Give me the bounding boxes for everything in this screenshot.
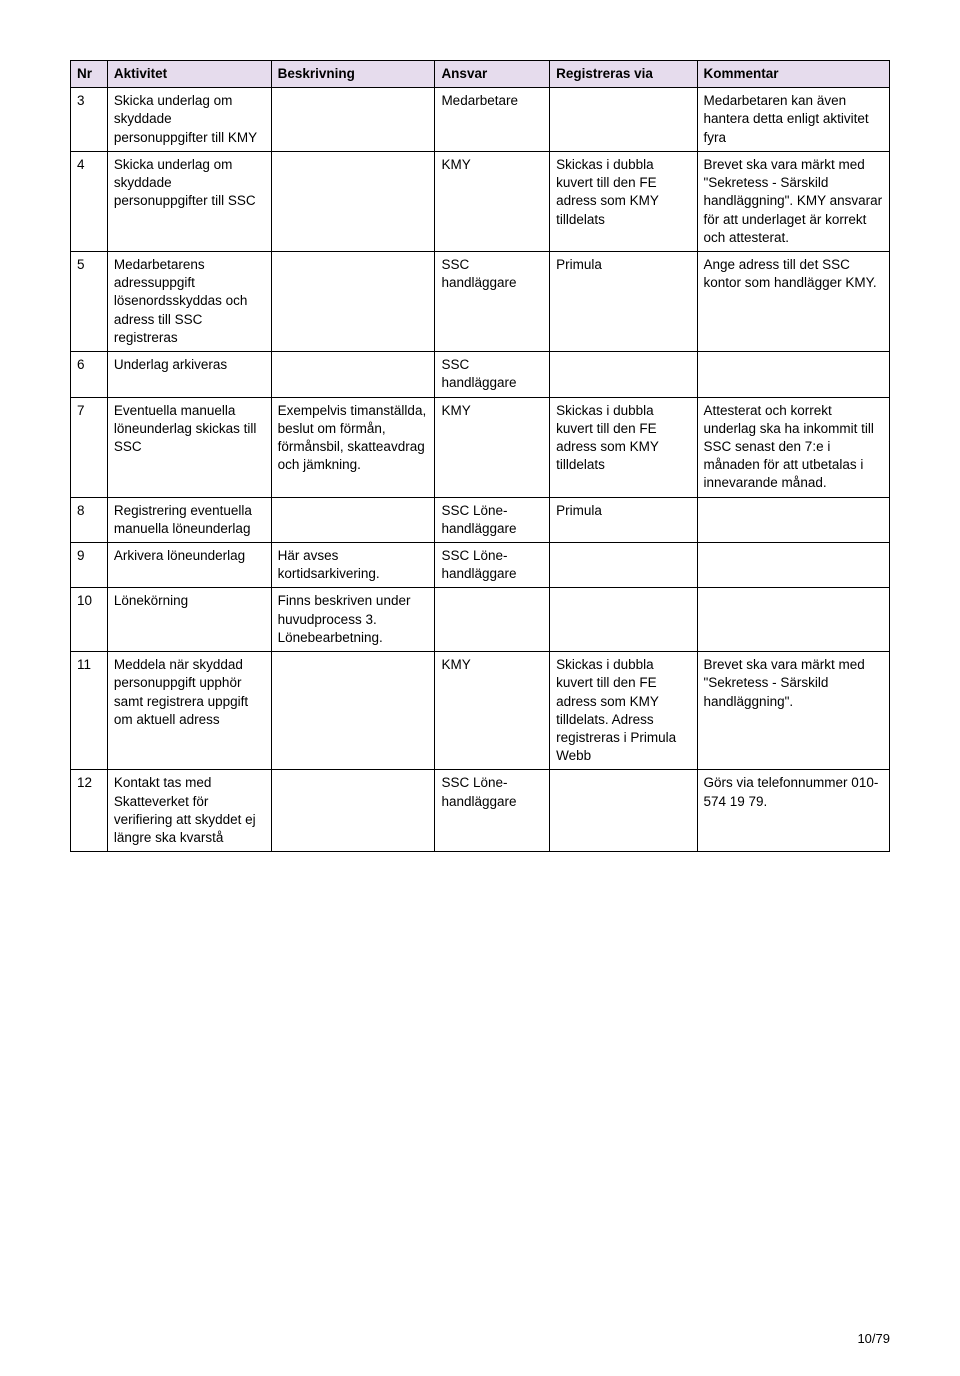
header-nr: Nr	[71, 61, 108, 88]
table-row: 3 Skicka underlag om skyddade personuppg…	[71, 88, 890, 152]
cell-nr: 6	[71, 352, 108, 397]
cell-nr: 3	[71, 88, 108, 152]
table-row: 10 Lönekörning Finns beskriven under huv…	[71, 588, 890, 652]
cell-aktivitet: Kontakt tas med Skatteverket för verifie…	[107, 770, 271, 852]
cell-beskrivning: Exempelvis timanställda, beslut om förmå…	[271, 397, 435, 497]
header-beskrivning: Beskrivning	[271, 61, 435, 88]
cell-beskrivning	[271, 770, 435, 852]
header-registreras: Registreras via	[550, 61, 697, 88]
table-row: 11 Meddela när skyddad personuppgift upp…	[71, 652, 890, 770]
document-page: Nr Aktivitet Beskrivning Ansvar Registre…	[0, 0, 960, 1376]
page-number: 10/79	[857, 1331, 890, 1346]
cell-aktivitet: Medarbetarens adressuppgift lösenordssky…	[107, 251, 271, 351]
table-row: 12 Kontakt tas med Skatteverket för veri…	[71, 770, 890, 852]
cell-aktivitet: Eventuella manuella löneunderlag skickas…	[107, 397, 271, 497]
cell-ansvar	[435, 588, 550, 652]
cell-kommentar: Medarbetaren kan även hantera detta enli…	[697, 88, 890, 152]
cell-kommentar	[697, 352, 890, 397]
cell-nr: 7	[71, 397, 108, 497]
cell-ansvar: KMY	[435, 652, 550, 770]
cell-registreras	[550, 588, 697, 652]
cell-aktivitet: Lönekörning	[107, 588, 271, 652]
cell-kommentar	[697, 497, 890, 542]
cell-kommentar: Brevet ska vara märkt med "Sekretess - S…	[697, 652, 890, 770]
cell-beskrivning	[271, 151, 435, 251]
cell-aktivitet: Arkivera löneunderlag	[107, 543, 271, 588]
cell-kommentar: Görs via telefonnummer 010-574 19 79.	[697, 770, 890, 852]
cell-registreras	[550, 352, 697, 397]
cell-registreras	[550, 770, 697, 852]
cell-beskrivning	[271, 652, 435, 770]
cell-kommentar: Ange adress till det SSC kontor som hand…	[697, 251, 890, 351]
cell-ansvar: SSC Löne-handläggare	[435, 770, 550, 852]
cell-aktivitet: Skicka underlag om skyddade personuppgif…	[107, 151, 271, 251]
cell-beskrivning	[271, 251, 435, 351]
table-row: 9 Arkivera löneunderlag Här avses kortid…	[71, 543, 890, 588]
table-row: 6 Underlag arkiveras SSC handläggare	[71, 352, 890, 397]
cell-ansvar: SSC Löne-handläggare	[435, 543, 550, 588]
cell-kommentar	[697, 543, 890, 588]
cell-nr: 11	[71, 652, 108, 770]
table-row: 4 Skicka underlag om skyddade personuppg…	[71, 151, 890, 251]
cell-kommentar: Brevet ska vara märkt med "Sekretess - S…	[697, 151, 890, 251]
cell-beskrivning: Här avses kortidsarkivering.	[271, 543, 435, 588]
cell-aktivitet: Underlag arkiveras	[107, 352, 271, 397]
cell-ansvar: SSC Löne-handläggare	[435, 497, 550, 542]
table-row: 7 Eventuella manuella löneunderlag skick…	[71, 397, 890, 497]
table-row: 8 Registrering eventuella manuella löneu…	[71, 497, 890, 542]
cell-registreras: Primula	[550, 497, 697, 542]
cell-nr: 9	[71, 543, 108, 588]
header-aktivitet: Aktivitet	[107, 61, 271, 88]
table-header-row: Nr Aktivitet Beskrivning Ansvar Registre…	[71, 61, 890, 88]
cell-aktivitet: Meddela när skyddad personuppgift upphör…	[107, 652, 271, 770]
activity-table: Nr Aktivitet Beskrivning Ansvar Registre…	[70, 60, 890, 852]
cell-ansvar: SSC handläggare	[435, 251, 550, 351]
cell-aktivitet: Registrering eventuella manuella löneund…	[107, 497, 271, 542]
cell-registreras: Skickas i dubbla kuvert till den FE adre…	[550, 397, 697, 497]
cell-kommentar	[697, 588, 890, 652]
cell-ansvar: SSC handläggare	[435, 352, 550, 397]
cell-registreras: Skickas i dubbla kuvert till den FE adre…	[550, 151, 697, 251]
cell-ansvar: KMY	[435, 397, 550, 497]
cell-registreras	[550, 543, 697, 588]
cell-nr: 4	[71, 151, 108, 251]
cell-beskrivning	[271, 88, 435, 152]
cell-registreras: Skickas i dubbla kuvert till den FE adre…	[550, 652, 697, 770]
cell-registreras	[550, 88, 697, 152]
cell-aktivitet: Skicka underlag om skyddade personuppgif…	[107, 88, 271, 152]
cell-beskrivning	[271, 352, 435, 397]
cell-nr: 8	[71, 497, 108, 542]
cell-ansvar: KMY	[435, 151, 550, 251]
cell-beskrivning	[271, 497, 435, 542]
cell-nr: 12	[71, 770, 108, 852]
table-row: 5 Medarbetarens adressuppgift lösenordss…	[71, 251, 890, 351]
header-ansvar: Ansvar	[435, 61, 550, 88]
cell-nr: 5	[71, 251, 108, 351]
table-body: 3 Skicka underlag om skyddade personuppg…	[71, 88, 890, 852]
cell-kommentar: Attesterat och korrekt underlag ska ha i…	[697, 397, 890, 497]
cell-ansvar: Medarbetare	[435, 88, 550, 152]
cell-registreras: Primula	[550, 251, 697, 351]
cell-beskrivning: Finns beskriven under huvudprocess 3. Lö…	[271, 588, 435, 652]
header-kommentar: Kommentar	[697, 61, 890, 88]
cell-nr: 10	[71, 588, 108, 652]
